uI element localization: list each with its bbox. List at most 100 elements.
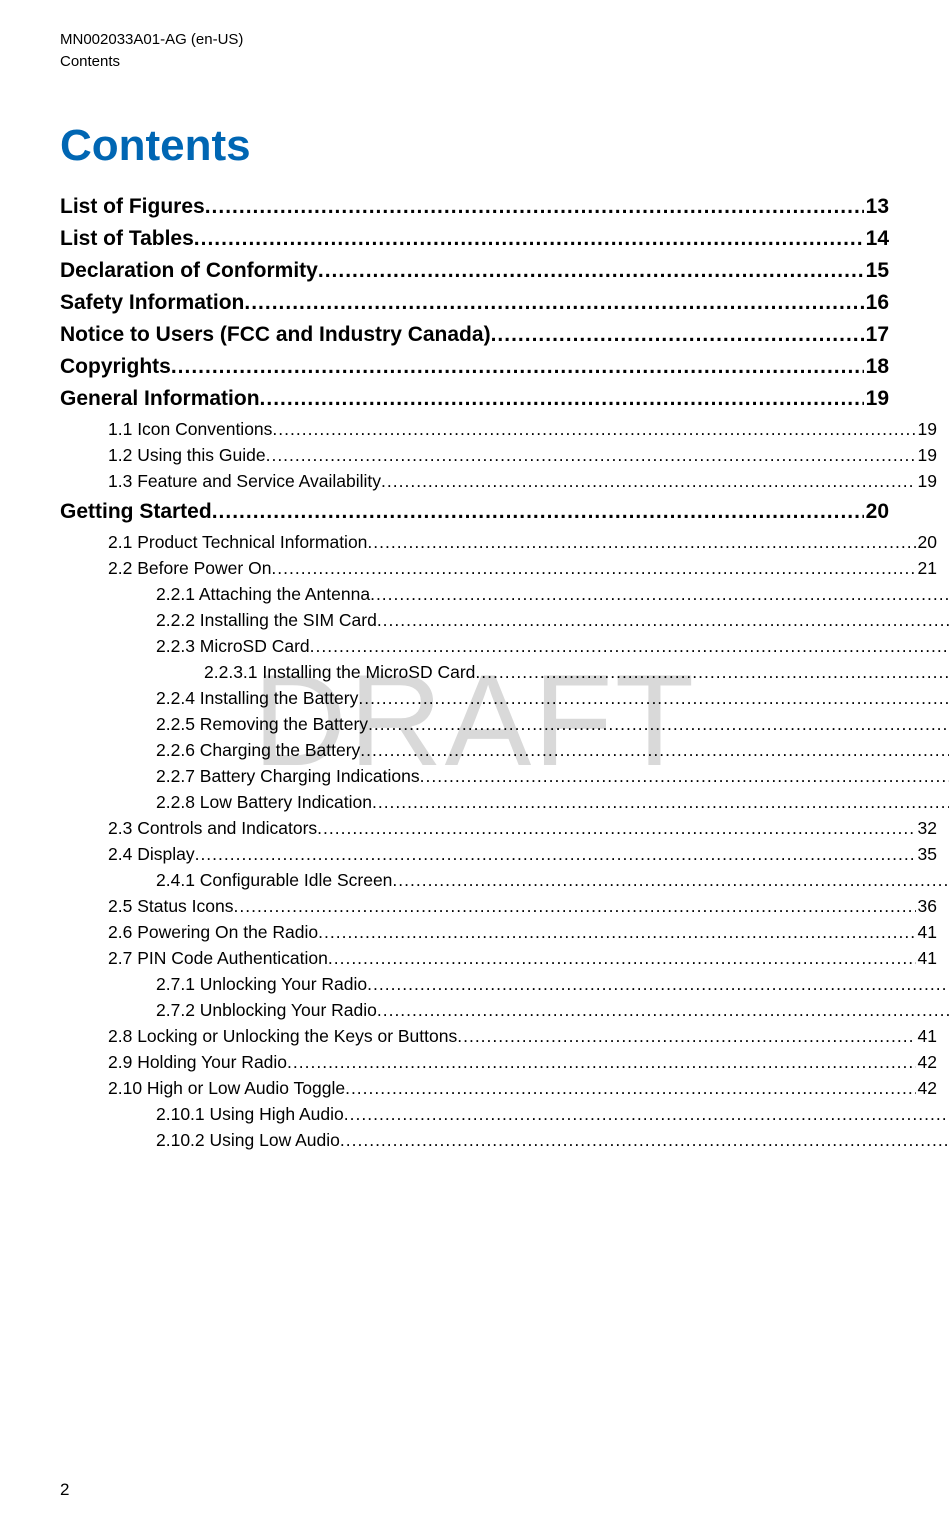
toc-entry-label: 2.2.6 Charging the Battery xyxy=(156,740,360,761)
toc-entry: 2.7 PIN Code Authentication41 xyxy=(60,948,937,969)
toc-entry: Getting Started20 xyxy=(60,500,889,524)
toc-entry-label: 2.4 Display xyxy=(108,844,195,865)
toc-entry-label: 1.3 Feature and Service Availability xyxy=(108,471,381,492)
toc-entry-page: 18 xyxy=(864,355,889,379)
toc-entry-page: 36 xyxy=(916,896,937,917)
toc-entry: 2.2.6 Charging the Battery30 xyxy=(60,740,949,761)
toc-entry-page: 20 xyxy=(916,532,937,553)
toc-leader-dots xyxy=(171,355,864,379)
toc-entry: 1.1 Icon Conventions 19 xyxy=(60,419,937,440)
toc-entry-label: 2.7.2 Unblocking Your Radio xyxy=(156,1000,377,1021)
toc-leader-dots xyxy=(381,471,916,492)
toc-entry-label: 2.2.2 Installing the SIM Card xyxy=(156,610,377,631)
toc-entry: 2.10.2 Using Low Audio43 xyxy=(60,1130,949,1151)
toc-entry-page: 17 xyxy=(864,323,889,347)
toc-leader-dots xyxy=(271,558,915,579)
toc-entry-page: 19 xyxy=(916,471,937,492)
toc-entry-page: 16 xyxy=(864,291,889,315)
toc-entry-label: 2.2.4 Installing the Battery xyxy=(156,688,358,709)
toc-entry-label: 2.6 Powering On the Radio xyxy=(108,922,318,943)
toc-entry-label: 2.2.8 Low Battery Indication xyxy=(156,792,372,813)
toc-entry: 2.2 Before Power On21 xyxy=(60,558,937,579)
toc-entry-label: 2.2.5 Removing the Battery xyxy=(156,714,368,735)
toc-entry-label: 2.3 Controls and Indicators xyxy=(108,818,317,839)
toc-leader-dots xyxy=(266,445,916,466)
toc-entry-label: List of Tables xyxy=(60,227,194,251)
toc-leader-dots xyxy=(420,766,949,787)
toc-entry: 2.2.3.1 Installing the MicroSD Card26 xyxy=(60,662,949,683)
toc-leader-dots xyxy=(358,688,949,709)
toc-entry-label: 2.5 Status Icons xyxy=(108,896,234,917)
toc-entry-label: 2.7.1 Unlocking Your Radio xyxy=(156,974,367,995)
toc-leader-dots xyxy=(195,844,916,865)
toc-entry: 2.7.1 Unlocking Your Radio41 xyxy=(60,974,949,995)
toc-entry: 2.2.8 Low Battery Indication31 xyxy=(60,792,949,813)
toc-entry: List of Tables 14 xyxy=(60,227,889,251)
toc-leader-dots xyxy=(310,636,949,657)
toc-entry: 2.2.2 Installing the SIM Card21 xyxy=(60,610,949,631)
toc-entry-page: 20 xyxy=(864,500,889,524)
table-of-contents: List of Figures13 List of Tables 14 Declara… xyxy=(60,195,889,1151)
toc-entry-page: 19 xyxy=(916,445,937,466)
toc-entry: 2.2.7 Battery Charging Indications30 xyxy=(60,766,949,787)
toc-entry-label: Safety Information xyxy=(60,291,244,315)
toc-entry: Notice to Users (FCC and Industry Canada… xyxy=(60,323,889,347)
toc-entry-page: 19 xyxy=(864,387,889,411)
toc-entry-label: 1.1 Icon Conventions xyxy=(108,419,272,440)
toc-entry-label: 2.8 Locking or Unlocking the Keys or But… xyxy=(108,1026,457,1047)
toc-entry: 2.1 Product Technical Information20 xyxy=(60,532,937,553)
toc-entry-page: 42 xyxy=(916,1078,937,1099)
toc-entry-label: 2.10.1 Using High Audio xyxy=(156,1104,344,1125)
toc-entry: 2.2.3 MicroSD Card25 xyxy=(60,636,949,657)
toc-entry: 2.8 Locking or Unlocking the Keys or But… xyxy=(60,1026,937,1047)
toc-entry: General Information19 xyxy=(60,387,889,411)
toc-entry: Safety Information 16 xyxy=(60,291,889,315)
toc-entry-page: 19 xyxy=(916,419,937,440)
toc-entry-label: 2.10.2 Using Low Audio xyxy=(156,1130,340,1151)
toc-entry: 2.7.2 Unblocking Your Radio41 xyxy=(60,1000,949,1021)
toc-entry-label: Declaration of Conformity xyxy=(60,259,318,283)
toc-entry-label: Notice to Users (FCC and Industry Canada… xyxy=(60,323,491,347)
header-section: Contents xyxy=(60,52,889,72)
toc-entry-label: 2.2.7 Battery Charging Indications xyxy=(156,766,420,787)
toc-entry: 2.10 High or Low Audio Toggle 42 xyxy=(60,1078,937,1099)
toc-entry: 1.2 Using this Guide19 xyxy=(60,445,937,466)
toc-leader-dots xyxy=(244,291,863,315)
toc-leader-dots xyxy=(318,259,864,283)
toc-entry: List of Figures13 xyxy=(60,195,889,219)
toc-entry-page: 41 xyxy=(916,922,937,943)
toc-entry-label: 2.2.3 MicroSD Card xyxy=(156,636,310,657)
toc-entry-label: 2.2 Before Power On xyxy=(108,558,271,579)
toc-entry: 2.3 Controls and Indicators 32 xyxy=(60,818,937,839)
toc-entry: 2.9 Holding Your Radio42 xyxy=(60,1052,937,1073)
toc-leader-dots xyxy=(328,948,916,969)
toc-leader-dots xyxy=(287,1052,916,1073)
toc-entry: Declaration of Conformity15 xyxy=(60,259,889,283)
toc-leader-dots xyxy=(368,714,949,735)
toc-leader-dots xyxy=(367,974,949,995)
toc-leader-dots xyxy=(367,532,915,553)
toc-entry: 2.2.1 Attaching the Antenna21 xyxy=(60,584,949,605)
toc-entry: 2.6 Powering On the Radio 41 xyxy=(60,922,937,943)
toc-entry: Copyrights 18 xyxy=(60,355,889,379)
toc-leader-dots xyxy=(344,1104,949,1125)
content-area: Contents List of Figures13 List of Tables… xyxy=(60,121,889,1151)
toc-leader-dots xyxy=(260,387,864,411)
toc-leader-dots xyxy=(340,1130,949,1151)
toc-entry-page: 35 xyxy=(916,844,937,865)
toc-leader-dots xyxy=(370,584,949,605)
toc-leader-dots xyxy=(457,1026,915,1047)
toc-entry-label: 2.7 PIN Code Authentication xyxy=(108,948,328,969)
toc-leader-dots xyxy=(475,662,949,683)
toc-entry-label: 2.10 High or Low Audio Toggle xyxy=(108,1078,345,1099)
toc-leader-dots xyxy=(491,323,864,347)
footer-page-number: 2 xyxy=(60,1480,69,1500)
toc-leader-dots xyxy=(194,227,864,251)
toc-leader-dots xyxy=(372,792,949,813)
toc-entry-label: Copyrights xyxy=(60,355,171,379)
toc-leader-dots xyxy=(205,195,864,219)
page-title: Contents xyxy=(60,121,889,171)
toc-entry-page: 14 xyxy=(864,227,889,251)
toc-entry: 2.4 Display 35 xyxy=(60,844,937,865)
toc-entry-page: 32 xyxy=(916,818,937,839)
